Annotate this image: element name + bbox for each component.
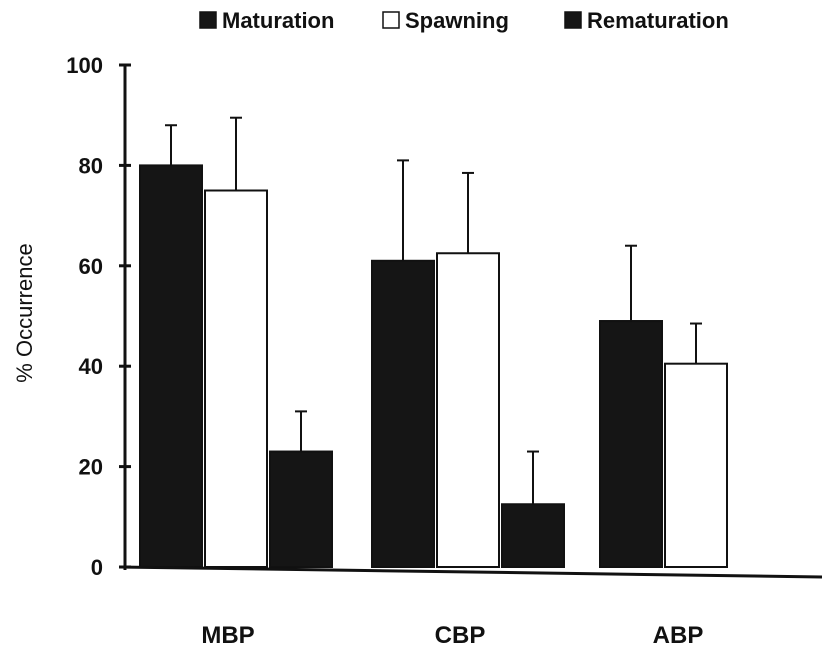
y-axis-label: % Occurrence	[12, 243, 37, 382]
legend-label-spawning: Spawning	[405, 8, 509, 33]
bars	[139, 116, 728, 569]
bar-cbp-maturation	[371, 259, 435, 568]
y-tick-label: 40	[79, 354, 103, 379]
bar-abp-spawning	[664, 362, 728, 568]
x-category-label: ABP	[653, 622, 704, 649]
bar-mbp-maturation	[139, 164, 203, 568]
bar-cbp-rematuration	[501, 503, 565, 568]
legend-swatch-rematuration	[564, 11, 582, 29]
y-tick-label: 60	[79, 254, 103, 279]
y-tick-label: 80	[79, 153, 103, 178]
y-axis: 0 20 40 60 80 100	[66, 53, 131, 580]
legend-label-maturation: Maturation	[222, 8, 334, 33]
x-axis: MBP CBP ABP	[120, 565, 823, 649]
legend-swatch-maturation	[199, 11, 217, 29]
y-tick-label: 100	[66, 53, 103, 78]
legend-swatch-spawning	[382, 11, 400, 29]
bar-abp-maturation	[599, 320, 663, 568]
legend: Maturation Spawning Rematuration	[199, 8, 729, 33]
legend-label-rematuration: Rematuration	[587, 8, 729, 33]
y-tick-label: 20	[79, 455, 103, 480]
x-axis-line	[120, 565, 823, 579]
x-category-label: MBP	[201, 622, 254, 649]
y-tick-label: 0	[91, 555, 103, 580]
x-category-label: CBP	[435, 622, 486, 649]
bar-cbp-spawning	[436, 252, 500, 568]
bar-mbp-rematuration	[269, 450, 333, 569]
bar-mbp-spawning	[204, 189, 268, 568]
